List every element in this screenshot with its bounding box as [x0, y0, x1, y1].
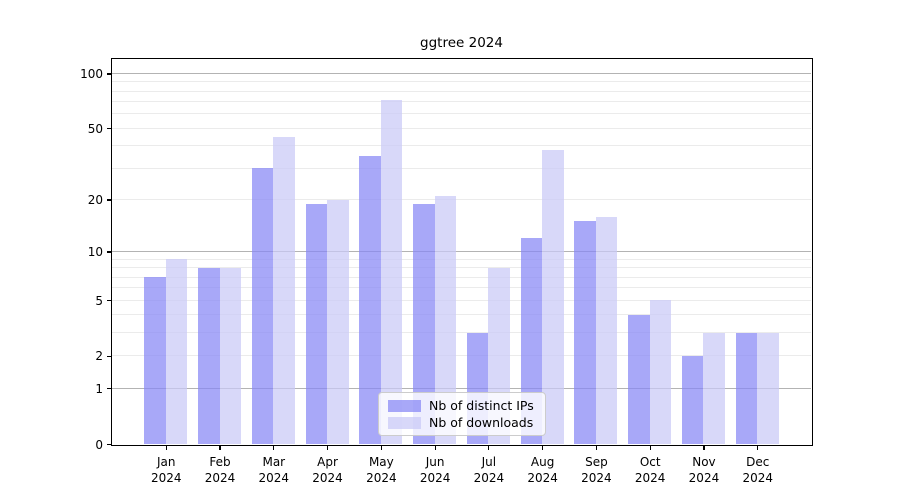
gridline-minor	[112, 287, 811, 289]
x-tick-label: Dec 2024	[742, 454, 773, 486]
x-tick-label: Feb 2024	[204, 454, 236, 486]
y-tick	[107, 443, 111, 446]
legend-item-label: Nb of downloads	[429, 415, 534, 430]
gridline-minor	[112, 199, 811, 201]
bar-ips-oct	[628, 314, 650, 444]
bar-downloads-mar	[273, 136, 295, 444]
x-tick	[595, 446, 597, 450]
x-tick-label: Oct 2024	[634, 454, 666, 486]
bar-downloads-feb	[219, 267, 242, 444]
y-tick-label: 5	[95, 293, 103, 308]
x-tick	[757, 446, 759, 450]
x-tick	[380, 446, 382, 450]
bar-ips-nov	[681, 355, 704, 444]
bar-downloads-oct	[649, 300, 672, 444]
x-tick-label: Jun 2024	[419, 454, 451, 486]
legend-item-label: Nb of distinct IPs	[429, 398, 534, 413]
bar-ips-jan	[144, 277, 166, 444]
chart-title: ggtree 2024	[420, 35, 503, 51]
y-tick-label: 2	[95, 349, 103, 364]
y-tick	[107, 388, 111, 390]
gridline-major	[112, 387, 811, 389]
y-tick	[107, 199, 111, 201]
x-tick-label: Jan 2024	[150, 454, 182, 486]
gridline-minor	[112, 81, 811, 83]
x-tick	[326, 446, 329, 450]
y-tick-label: 10	[87, 245, 103, 259]
plot-area: Nb of distinct IPs Nb of downloads	[111, 58, 813, 446]
x-tick	[649, 446, 651, 450]
gridline-minor	[112, 314, 811, 316]
gridline-minor	[112, 355, 811, 357]
bar-downloads-sep	[595, 216, 618, 444]
gridline-minor	[112, 113, 811, 115]
y-tick	[107, 355, 111, 357]
y-tick-label: 0	[95, 437, 103, 452]
x-tick	[219, 446, 221, 450]
bar-ips-dec	[735, 332, 758, 444]
x-tick	[488, 446, 490, 450]
gridline-minor	[112, 267, 811, 269]
legend-item: Nb of distinct IPs	[388, 398, 536, 413]
bar-downloads-jan	[165, 259, 188, 444]
x-tick	[165, 446, 167, 450]
bar-downloads-nov	[703, 332, 725, 444]
gridline-minor	[112, 167, 811, 169]
bar-downloads-dec	[757, 332, 779, 444]
x-tick-label: Mar 2024	[258, 454, 290, 486]
x-tick-label: Apr 2024	[312, 454, 343, 486]
bar-downloads-jun	[434, 195, 457, 444]
y-tick	[107, 300, 111, 302]
bar-ips-feb	[198, 267, 220, 444]
gridline-minor	[112, 145, 811, 147]
y-tick-label: 50	[87, 121, 103, 136]
bar-downloads-apr	[327, 199, 349, 444]
gridline-minor	[112, 258, 811, 260]
x-tick	[273, 446, 275, 450]
bar-ips-may	[359, 156, 381, 444]
gridline-minor	[112, 332, 811, 334]
legend: Nb of distinct IPs Nb of downloads	[378, 392, 546, 436]
gridline-minor	[112, 127, 811, 129]
gridline-major	[112, 251, 811, 252]
x-tick-label: Nov 2024	[688, 454, 720, 486]
x-tick	[434, 446, 436, 450]
x-tick-label: Jul 2024	[473, 454, 505, 486]
x-tick	[542, 446, 544, 450]
y-tick	[107, 128, 111, 130]
gridline-minor	[112, 276, 811, 278]
x-tick	[703, 446, 705, 450]
gridline-minor	[112, 101, 811, 103]
bar-ips-apr	[305, 203, 328, 444]
bar-ips-sep	[574, 221, 596, 444]
gridline-minor	[112, 90, 811, 92]
y-tick-label: 1	[95, 381, 103, 396]
bar-ips-mar	[251, 168, 274, 444]
legend-swatch-icon	[388, 399, 421, 412]
bar-ips-jun	[413, 203, 435, 444]
y-tick	[107, 251, 111, 253]
gridline-major	[112, 73, 811, 74]
x-tick-label: Aug 2024	[527, 454, 558, 486]
x-tick-label: Sep 2024	[581, 454, 612, 486]
gridline-minor	[112, 299, 811, 301]
y-tick-label: 20	[87, 193, 103, 208]
y-tick-label: 100	[80, 67, 103, 81]
bar-downloads-aug	[542, 149, 564, 444]
y-tick	[107, 73, 111, 75]
legend-item: Nb of downloads	[388, 415, 536, 430]
bar-downloads-may	[380, 99, 403, 444]
legend-swatch-icon	[388, 416, 421, 429]
x-tick-label: May 2024	[366, 454, 397, 486]
